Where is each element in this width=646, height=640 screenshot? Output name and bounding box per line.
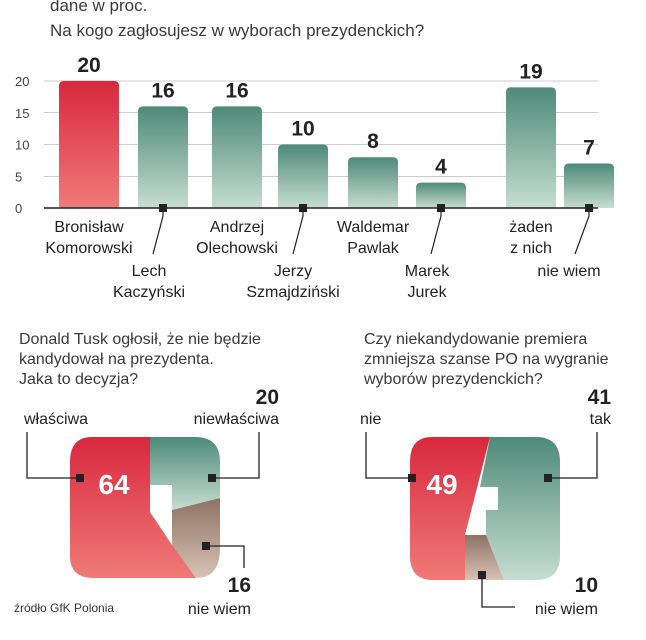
slice-value-label: 10	[575, 574, 598, 597]
bar	[416, 182, 466, 208]
callout-marker	[544, 474, 552, 482]
slice-value-label: 16	[228, 574, 251, 597]
callout-line	[548, 432, 598, 479]
y-tick-label: 5	[15, 169, 22, 184]
pie-slice	[410, 437, 490, 580]
y-tick-label: 20	[15, 74, 29, 89]
category-label: Andrzej	[210, 219, 264, 236]
chart-title: Na kogo zagłosujesz w wyborach prezydenc…	[50, 21, 425, 40]
bar-value-label: 10	[291, 118, 314, 141]
pie2-question-line: Czy niekandydowanie premiera	[364, 331, 588, 348]
slice-value-label: 20	[256, 386, 279, 409]
category-label: z nich	[510, 240, 552, 257]
pie1-question: Donald Tusk ogłosił, że nie będzie kandy…	[19, 330, 261, 390]
pie1-question-line: Jaka to decyzja?	[19, 371, 139, 388]
bar-value-label: 8	[367, 130, 379, 153]
bar-value-label: 4	[435, 156, 447, 179]
pie-center-hole	[465, 487, 498, 535]
callout-line	[574, 208, 590, 255]
category-label: żaden	[509, 219, 553, 236]
slice-label: nie wiem	[535, 601, 598, 618]
slice-value-label: 49	[426, 469, 457, 500]
category-label: Jurek	[407, 284, 447, 301]
callout-line	[206, 545, 245, 568]
pie1-question-line: Donald Tusk ogłosił, że nie będzie	[19, 331, 261, 348]
category-label: Komorowski	[45, 240, 132, 257]
callout-line	[26, 432, 80, 479]
bar	[564, 163, 614, 208]
bar	[212, 106, 262, 208]
bar	[138, 106, 188, 208]
pie-chart-chances: 49 nie 41 tak 10 nie wiem	[360, 386, 612, 618]
category-label: Lech	[132, 263, 167, 280]
pie-slice	[480, 437, 560, 580]
source-note: źródło GfK Polonia	[14, 601, 115, 615]
bar-value-label: 20	[77, 54, 100, 77]
callout-marker	[408, 474, 416, 482]
category-label: Marek	[405, 263, 450, 280]
category-label: Bronisław	[54, 219, 124, 236]
slice-value-label: 64	[98, 469, 130, 500]
category-label: Pawlak	[347, 240, 400, 257]
callout-marker	[202, 542, 210, 550]
slice-value-label: 41	[588, 386, 612, 409]
callout-line	[365, 432, 412, 479]
callout-line	[430, 208, 442, 255]
pie-slice	[70, 437, 196, 578]
bar	[348, 157, 398, 208]
pie-slice	[150, 437, 220, 510]
callout-marker	[208, 474, 216, 482]
unit-note: dane w proc.	[50, 0, 148, 15]
pie1-question-line: kandydował na prezydenta.	[19, 351, 214, 368]
callout-line	[481, 575, 515, 608]
y-tick-label: 15	[15, 106, 29, 121]
pie2-question-line: zmniejsza szanse PO na wygranie	[364, 351, 609, 368]
bar-value-label: 7	[583, 137, 595, 160]
pie2-question-line: wyborów prezydenckich?	[364, 371, 543, 388]
pie2-question: Czy niekandydowanie premiera zmniejsza s…	[364, 330, 609, 390]
bar-value-label: 16	[151, 79, 174, 102]
slice-label: nie wiem	[188, 601, 251, 618]
pie-chart-decision: 64 właściwa 20 niewłaściwa 16 nie wiem	[23, 386, 279, 618]
y-tick-label: 10	[15, 138, 29, 153]
category-label: Jerzy	[274, 263, 312, 280]
callout-marker	[76, 474, 84, 482]
category-label: Olechowski	[196, 240, 278, 257]
category-label: Kaczyński	[113, 284, 185, 301]
category-label: Szmajdziński	[246, 284, 339, 301]
bar	[506, 87, 556, 208]
category-label: nie wiem	[537, 263, 600, 280]
callout-line	[292, 208, 304, 255]
slice-label: właściwa	[23, 411, 88, 428]
callout-line	[212, 432, 260, 479]
slice-label: tak	[590, 411, 612, 428]
slice-label: niewłaściwa	[194, 411, 279, 428]
slice-label: nie	[360, 411, 381, 428]
callout-line	[152, 208, 164, 255]
bar	[278, 144, 328, 208]
pie-slice	[172, 498, 220, 578]
callout-marker	[478, 571, 486, 579]
bar-value-label: 19	[519, 60, 542, 83]
category-label: Waldemar	[337, 219, 410, 236]
y-tick-label: 0	[15, 201, 22, 216]
bar-value-label: 16	[225, 79, 248, 102]
bar	[59, 81, 119, 208]
pie-center-hole	[150, 485, 172, 545]
bar-chart: 0 5 10 15 20 20 16 16 10 8 4 19 7 Bronisław Komorowski…	[15, 54, 614, 301]
pie-slice	[465, 535, 504, 580]
